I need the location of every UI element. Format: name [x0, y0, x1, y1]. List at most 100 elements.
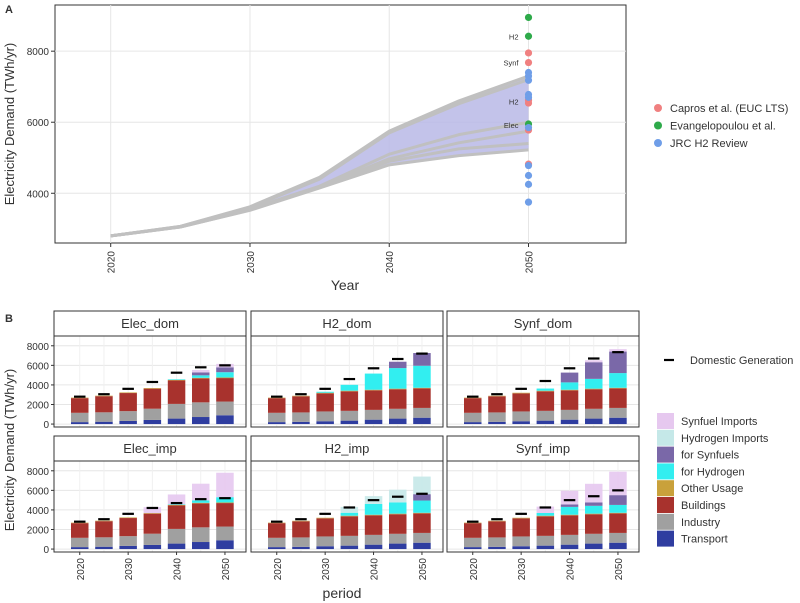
- x-tick-label: 2020: [76, 558, 87, 581]
- legend-swatch: [657, 497, 674, 513]
- bar-segment-other-usage: [167, 504, 186, 506]
- bar-segment-buildings: [292, 521, 310, 538]
- bar-segment-industry: [536, 535, 555, 546]
- legend-label: Transport: [681, 534, 728, 546]
- bar-segment-industry: [268, 537, 286, 548]
- y-tick-label: 6000: [27, 361, 50, 372]
- y-tick-label: 6000: [27, 486, 50, 497]
- legend-swatch: [657, 429, 674, 446]
- bar-segment-transport: [536, 420, 555, 425]
- bar-segment-buildings: [560, 515, 579, 535]
- bar-segment-for-hydrogen: [167, 504, 186, 505]
- bar-segment-synfuel-imports: [585, 360, 603, 363]
- point-jrc: [524, 198, 533, 206]
- bar-segment-for-hydrogen: [167, 379, 186, 380]
- point-jrc: [524, 180, 533, 188]
- x-tick-label: 2030: [246, 251, 257, 274]
- bar-segment-transport: [216, 415, 234, 425]
- bar-segment-industry: [192, 402, 210, 418]
- bar-segment-buildings: [560, 390, 579, 410]
- bar-segment-buildings: [364, 390, 383, 410]
- bar-segment-transport: [389, 418, 407, 425]
- bar-segment-transport: [464, 547, 482, 550]
- bar-segment-transport: [216, 540, 234, 550]
- bar-segment-transport: [512, 546, 530, 550]
- bar-segment-other-usage: [316, 517, 334, 519]
- x-tick-label: 2050: [614, 558, 625, 581]
- bar-segment-other-usage: [364, 389, 383, 391]
- bar-segment-transport: [560, 544, 579, 550]
- bar-segment-for-hydrogen: [364, 503, 383, 515]
- bar-segment-other-usage: [216, 502, 234, 504]
- legend-swatch: [657, 480, 674, 497]
- annotation-label: Synf: [503, 59, 519, 68]
- bar-segment-for-hydrogen: [340, 512, 359, 516]
- bar-segment-buildings: [536, 391, 555, 411]
- bar-segment-transport: [143, 419, 162, 425]
- bar-segment-transport: [364, 419, 383, 425]
- bar-segment-buildings: [192, 503, 210, 528]
- bar-segment-for-hydrogen: [536, 388, 555, 391]
- scenario-line: [110, 148, 529, 238]
- bar-segment-for-hydrogen: [389, 368, 407, 389]
- x-tick-label: 2040: [370, 558, 381, 581]
- bar-segment-industry: [95, 537, 113, 547]
- bar-segment-industry: [609, 532, 627, 543]
- bar-segment-industry: [585, 408, 603, 419]
- bar-segment-other-usage: [143, 388, 162, 389]
- bar-segment-other-usage: [536, 515, 555, 517]
- bar-segment-transport: [488, 546, 506, 550]
- bar-segment-buildings: [340, 391, 359, 411]
- bar-segment-industry: [488, 412, 506, 422]
- point-evang: [524, 13, 533, 22]
- bar-segment-for-hydrogen: [609, 504, 627, 513]
- bar-segment-buildings: [464, 523, 482, 538]
- bar-segment-transport: [292, 546, 310, 550]
- bar-segment-industry: [560, 534, 579, 545]
- bar-segment-industry: [488, 537, 506, 547]
- y-tick-label: 4000: [27, 381, 50, 392]
- bar-segment-other-usage: [192, 502, 210, 504]
- bar-segment-buildings: [268, 523, 286, 538]
- bar-segment-transport: [95, 546, 113, 550]
- bar-segment-buildings: [512, 393, 530, 412]
- bar-segment-transport: [167, 543, 186, 550]
- bar-segment-transport: [340, 420, 359, 425]
- y-tick-label: 2000: [27, 400, 50, 411]
- bar-segment-buildings: [585, 389, 603, 409]
- bar-segment-buildings: [389, 389, 407, 409]
- bar-segment-for-hydrogen: [413, 365, 431, 388]
- bar-segment-for-synfuels: [192, 372, 210, 376]
- panel-a-grid: [55, 5, 626, 243]
- bar-segment-synfuel-imports: [560, 490, 579, 505]
- x-tick-label: 2020: [273, 558, 284, 581]
- legend-label: Buildings: [681, 500, 726, 512]
- facet-border: [53, 460, 247, 553]
- legend-swatch-capros: [654, 104, 662, 112]
- bar-segment-buildings: [316, 518, 334, 537]
- panel-a-annotations: H2 Synf H2 Elec: [503, 32, 519, 130]
- bar-segment-industry: [216, 401, 234, 416]
- bar-segment-buildings: [216, 503, 234, 527]
- bar-segment-industry: [71, 412, 89, 423]
- bar-segment-for-hydrogen: [585, 505, 603, 514]
- bar-segment-transport: [167, 418, 186, 425]
- bar-segment-other-usage: [413, 512, 431, 514]
- point-jrc: [524, 161, 533, 170]
- bar-segment-for-synfuels: [389, 361, 407, 369]
- legend-label: Other Usage: [681, 483, 743, 495]
- bar-segment-buildings: [413, 388, 431, 408]
- bar-segment-other-usage: [119, 517, 137, 519]
- bar-segment-industry: [560, 409, 579, 420]
- bar-segment-transport: [268, 547, 286, 550]
- panel-a-plot-border: [54, 4, 627, 244]
- bar-segment-industry: [292, 412, 310, 422]
- bar-segment-buildings: [292, 396, 310, 413]
- point-capros: [524, 58, 533, 67]
- bar-segment-industry: [216, 526, 234, 541]
- panel-a-ylabel: Electricity Demand (TWh/yr): [2, 43, 17, 206]
- bar-segment-other-usage: [536, 390, 555, 392]
- panel-label-b: B: [5, 313, 13, 325]
- bar-segment-buildings: [585, 514, 603, 534]
- bar-segment-for-hydrogen: [340, 384, 359, 391]
